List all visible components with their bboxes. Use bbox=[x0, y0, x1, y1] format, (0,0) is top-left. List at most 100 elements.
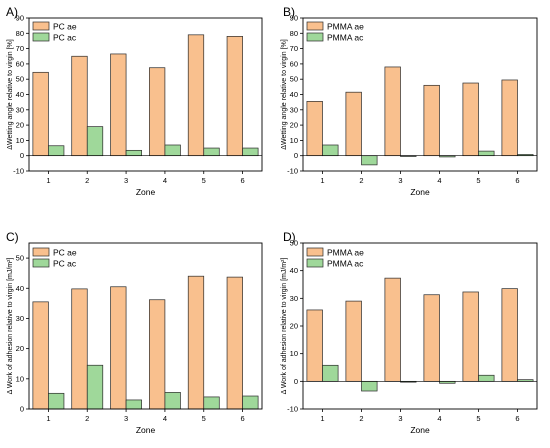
legend-swatch bbox=[306, 247, 324, 257]
y-tick-label: 40 bbox=[290, 266, 298, 275]
y-tick-label: 30 bbox=[290, 105, 298, 114]
bar-ac bbox=[48, 392, 65, 410]
legend-label: PC ac bbox=[53, 33, 77, 43]
legend-swatch bbox=[32, 247, 50, 257]
bar-ae bbox=[384, 66, 401, 157]
chart-panel: A) 1 2 3 4 5 6 -10 0 10 20 30 40 50 60 70 80 90 Zone ΔWetti… bbox=[6, 5, 263, 197]
y-tick-label: 30 bbox=[16, 105, 24, 114]
y-tick-label: 90 bbox=[16, 14, 24, 23]
x-tick-label: 2 bbox=[359, 176, 363, 185]
bar-ac bbox=[242, 395, 259, 410]
y-tick-label: -10 bbox=[287, 405, 298, 414]
bar-ac bbox=[361, 380, 378, 392]
bar-ac bbox=[242, 147, 259, 157]
bar-ac bbox=[478, 150, 495, 157]
x-tick-label: 5 bbox=[202, 414, 206, 423]
x-axis-title: Zone bbox=[136, 425, 156, 435]
bar-ac bbox=[86, 126, 104, 157]
y-tick-label: 90 bbox=[290, 14, 298, 23]
legend-label: PMMA ae bbox=[327, 22, 364, 32]
y-tick-label: -10 bbox=[13, 167, 24, 176]
x-tick-label: 4 bbox=[163, 176, 167, 185]
bar-ac bbox=[478, 374, 495, 382]
bar-ae bbox=[187, 275, 205, 410]
y-tick-label: 20 bbox=[290, 121, 298, 130]
bar-ae bbox=[110, 286, 127, 410]
y-axis-title: ΔWetting angle relative to virgin [%] bbox=[7, 39, 14, 149]
bar-ac bbox=[125, 149, 142, 157]
y-tick-label: 0 bbox=[294, 151, 298, 160]
bar-ae bbox=[501, 79, 518, 157]
x-tick-label: 2 bbox=[85, 414, 89, 423]
legend-label: PC ac bbox=[53, 259, 77, 269]
y-tick-label: 10 bbox=[290, 349, 298, 358]
y-tick-label: 40 bbox=[16, 90, 24, 99]
bar-ac bbox=[164, 392, 181, 410]
y-tick-label: 40 bbox=[290, 90, 298, 99]
y-tick-label: 60 bbox=[16, 59, 24, 68]
x-tick-label: 3 bbox=[398, 414, 402, 423]
y-tick-label: 50 bbox=[16, 254, 24, 263]
bar-ac bbox=[322, 144, 339, 157]
x-tick-label: 5 bbox=[476, 176, 480, 185]
y-tick-label: 50 bbox=[16, 75, 24, 84]
bar-ae bbox=[71, 55, 88, 157]
x-tick-label: 2 bbox=[85, 176, 89, 185]
bar-ae bbox=[462, 82, 479, 157]
y-tick-label: 0 bbox=[20, 151, 24, 160]
bar-ae bbox=[149, 299, 166, 410]
x-tick-label: 1 bbox=[320, 414, 324, 423]
y-tick-label: 20 bbox=[16, 121, 24, 130]
x-tick-label: 5 bbox=[202, 176, 206, 185]
legend-swatch bbox=[306, 32, 324, 42]
x-tick-label: 4 bbox=[163, 414, 167, 423]
chart-panel: D) 1 2 3 4 5 6 -10 0 10 20 30 40 50 Zone Δ Work of adhe… bbox=[281, 230, 538, 435]
panel-label: A) bbox=[6, 5, 18, 19]
legend-label: PMMA ac bbox=[327, 33, 364, 43]
legend-swatch bbox=[306, 21, 324, 31]
bar-ac bbox=[86, 364, 104, 410]
x-tick-label: 1 bbox=[320, 176, 324, 185]
y-tick-label: 10 bbox=[16, 136, 24, 145]
legend-label: PC ae bbox=[53, 248, 77, 258]
bar-ac bbox=[203, 147, 220, 157]
panel-label: B) bbox=[283, 5, 295, 19]
x-tick-label: 2 bbox=[359, 414, 363, 423]
bar-ae bbox=[384, 277, 401, 382]
chart-panel: B) 1 2 3 4 5 6 -10 0 10 20 30 40 50 60 70 80 90 Zone ΔWetti… bbox=[281, 5, 538, 197]
bar-ae bbox=[187, 34, 205, 157]
panel-label: D) bbox=[283, 230, 296, 244]
bar-ae bbox=[462, 291, 479, 382]
x-tick-label: 3 bbox=[124, 414, 128, 423]
bar-ae bbox=[501, 288, 518, 382]
bar-ae bbox=[345, 300, 362, 382]
bar-ae bbox=[32, 71, 49, 157]
x-tick-label: 6 bbox=[240, 176, 244, 185]
x-tick-label: 1 bbox=[46, 414, 50, 423]
bar-ae bbox=[423, 294, 440, 382]
y-tick-label: 80 bbox=[16, 29, 24, 38]
bar-ac bbox=[164, 144, 181, 157]
legend-label: PMMA ac bbox=[327, 259, 364, 269]
plot-frame bbox=[28, 242, 263, 410]
legend-label: PMMA ae bbox=[327, 248, 364, 258]
bar-ac bbox=[322, 364, 339, 382]
x-axis-title: Zone bbox=[410, 187, 430, 197]
bar-ae bbox=[226, 276, 243, 410]
bar-ac bbox=[361, 155, 378, 166]
y-axis-title: ΔWetting angle relative to virgin [%] bbox=[281, 39, 288, 149]
y-tick-label: 60 bbox=[290, 59, 298, 68]
bar-ae bbox=[306, 101, 323, 157]
x-axis-title: Zone bbox=[136, 187, 156, 197]
x-tick-label: 6 bbox=[515, 176, 519, 185]
legend-swatch bbox=[306, 258, 324, 268]
x-tick-label: 3 bbox=[124, 176, 128, 185]
legend-swatch bbox=[32, 258, 50, 268]
y-tick-label: 80 bbox=[290, 29, 298, 38]
y-tick-label: 40 bbox=[16, 284, 24, 293]
bar-ac bbox=[48, 145, 65, 157]
y-tick-label: 30 bbox=[16, 314, 24, 323]
y-tick-label: 70 bbox=[290, 44, 298, 53]
y-tick-label: 50 bbox=[290, 75, 298, 84]
